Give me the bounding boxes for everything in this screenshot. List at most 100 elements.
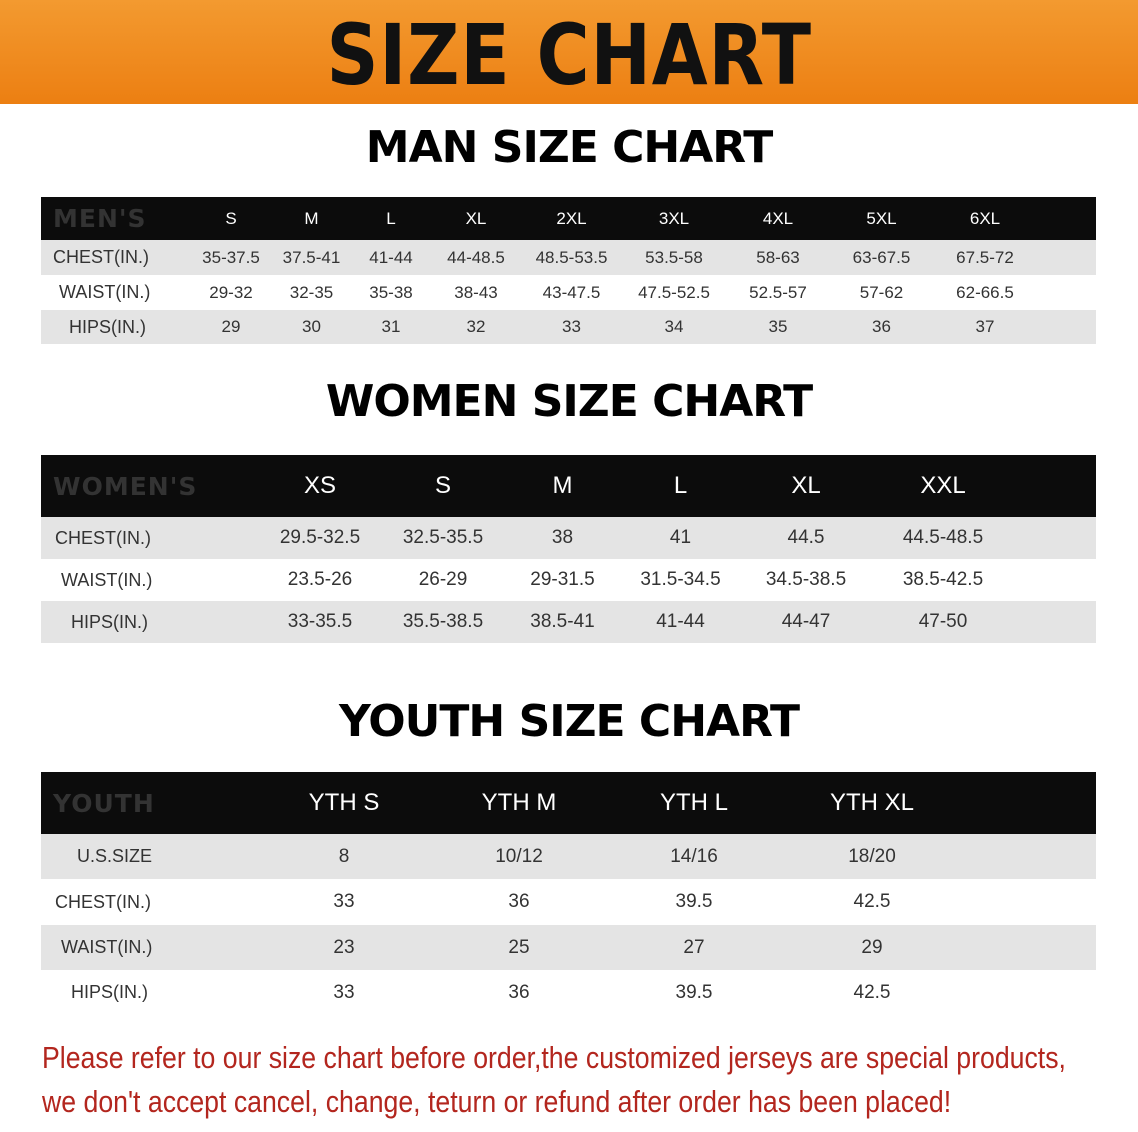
size-header: M [304,208,319,228]
table-row: WAIST(IN.) 29-32 32-35 35-38 38-43 43-47.5 47.… [41,275,1096,310]
size-header: YTH M [481,789,557,816]
size-header: 6XL [969,208,1001,228]
measurement-value: 18/20 [848,845,896,867]
measurement-value: 38.5-42.5 [902,569,984,590]
measurement-value: 38.5-41 [530,611,595,632]
measurement-value: 37 [975,317,995,336]
measurement-label: CHEST(IN.) [55,527,151,548]
measurement-value: 32-35 [289,282,334,302]
measurement-label: CHEST(IN.) [55,891,151,912]
measurement-value: 47-50 [918,611,968,632]
measurement-value: 44-48.5 [447,247,505,267]
table-row: CHEST(IN.) 35-37.5 37.5-41 41-44 44-48.5 48.5… [41,240,1096,275]
measurement-value: 44.5-48.5 [902,527,984,548]
measurement-value: 31.5-34.5 [640,569,721,590]
order-notice: Please refer to our size chart before or… [42,1036,1134,1124]
title-banner: SIZE CHART [0,0,1138,104]
measurement-value: 43-47.5 [542,282,601,302]
size-header: YTH L [659,789,728,816]
measurement-value: 38-43 [454,282,498,302]
measurement-value: 29 [861,936,883,958]
measurement-value: 33-35.5 [287,611,353,632]
measurement-value: 33 [562,317,581,336]
measurement-value: 63-67.5 [852,247,911,267]
measurement-value: 33 [333,891,355,912]
measurement-value: 38 [551,527,574,548]
measurement-value: 23 [333,936,355,958]
header-row: YOUTH YTH S YTH M YTH L YTH XL [41,772,1096,834]
measurement-value: 36 [508,981,530,1003]
measurement-label: HIPS(IN.) [71,611,149,632]
size-header: XS [303,472,336,499]
measurement-value: 25 [508,936,530,958]
measurement-value: 35-37.5 [202,247,260,267]
measurement-value: 36 [872,317,891,336]
table-row: HIPS(IN.) 33 36 39.5 42.5 [41,970,1096,1015]
measurement-label: HIPS(IN.) [71,982,149,1002]
youth-size-table: YOUTH YTH S YTH M YTH L YTH XL U.S.SIZE 8 10/12… [41,772,1096,1015]
measurement-value: 14/16 [670,845,718,867]
measurement-value: 58-63 [756,247,800,267]
measurement-value: 29-32 [209,282,253,302]
measurement-value: 30 [302,317,321,336]
measurement-value: 41 [669,527,692,548]
measurement-value: 36 [508,891,530,912]
measurement-label: CHEST(IN.) [53,247,149,267]
size-header: 4XL [762,208,794,228]
header-row: MEN'S S M L XL 2XL 3XL 4XL 5XL 6XL [41,197,1096,240]
measurement-value: 47.5-52.5 [638,282,710,302]
measurement-value: 37.5-41 [282,247,341,267]
measurement-value: 8 [338,845,350,867]
measurement-label: HIPS(IN.) [69,316,147,337]
measurement-value: 44-47 [781,611,831,632]
size-group-label: MEN'S [53,204,147,233]
notice-line: we don't accept cancel, change, teturn o… [42,1084,952,1119]
size-header: S [434,472,451,499]
table-row: WAIST(IN.) 23 25 27 29 [41,925,1096,970]
measurement-value: 62-66.5 [956,282,1014,302]
size-header: S [225,208,237,228]
size-header: XL [791,472,821,499]
table-row: HIPS(IN.) 29 30 31 32 33 34 35 36 37 [41,310,1096,344]
measurement-value: 31 [381,317,401,336]
measurement-value: 29.5-32.5 [279,527,361,548]
header-row: WOMEN'S XS S M L XL XXL [41,455,1096,517]
measurement-value: 35.5-38.5 [402,611,484,632]
size-header: M [552,472,573,499]
table-row: WAIST(IN.) 23.5-26 26-29 29-31.5 31.5-34.5 34… [41,559,1096,601]
measurement-value: 27 [683,936,705,958]
size-header: 2XL [556,208,587,228]
measurement-label: U.S.SIZE [77,846,153,866]
women-size-table: WOMEN'S XS S M L XL XXL CHEST(IN.) 29.5-32.5 32.5… [41,455,1096,643]
men-size-table: MEN'S S M L XL 2XL 3XL 4XL 5XL 6XL CHEST(IN.) 35-37… [41,197,1096,344]
measurement-label: WAIST(IN.) [61,937,153,957]
measurement-value: 41-44 [369,247,413,267]
table-row: U.S.SIZE 8 10/12 14/16 18/20 [41,834,1096,879]
measurement-value: 32.5-35.5 [402,527,484,548]
table-row: CHEST(IN.) 33 36 39.5 42.5 [41,879,1096,925]
size-group-label: YOUTH [53,788,155,818]
measurement-label: WAIST(IN.) [61,569,153,590]
measurement-value: 26-29 [418,569,468,590]
measurement-value: 57-62 [859,282,904,302]
measurement-value: 39.5 [675,981,713,1003]
measurement-value: 29-31.5 [530,569,595,590]
measurement-label: WAIST(IN.) [59,282,151,302]
measurement-value: 53.5-58 [645,247,703,267]
measurement-value: 48.5-53.5 [535,247,608,267]
size-header: YTH XL [829,789,915,816]
page-title: SIZE CHART [326,6,812,104]
measurement-value: 42.5 [853,981,891,1003]
table-row: CHEST(IN.) 29.5-32.5 32.5-35.5 38 41 44.5 44.5… [41,517,1096,559]
measurement-value: 44.5 [787,527,825,548]
size-header: XL [465,208,487,228]
measurement-value: 39.5 [675,891,713,912]
measurement-value: 10/12 [495,845,543,867]
measurement-value: 34.5-38.5 [765,569,847,590]
measurement-value: 32 [466,317,486,336]
men-heading: MAN SIZE CHART [365,122,773,173]
women-heading: WOMEN SIZE CHART [325,376,813,427]
size-header: 5XL [866,208,897,228]
size-header: XXL [920,472,966,499]
size-header: L [386,208,396,228]
